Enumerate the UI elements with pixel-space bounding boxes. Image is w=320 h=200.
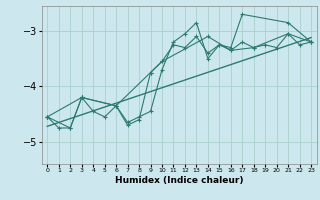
- X-axis label: Humidex (Indice chaleur): Humidex (Indice chaleur): [115, 176, 244, 185]
